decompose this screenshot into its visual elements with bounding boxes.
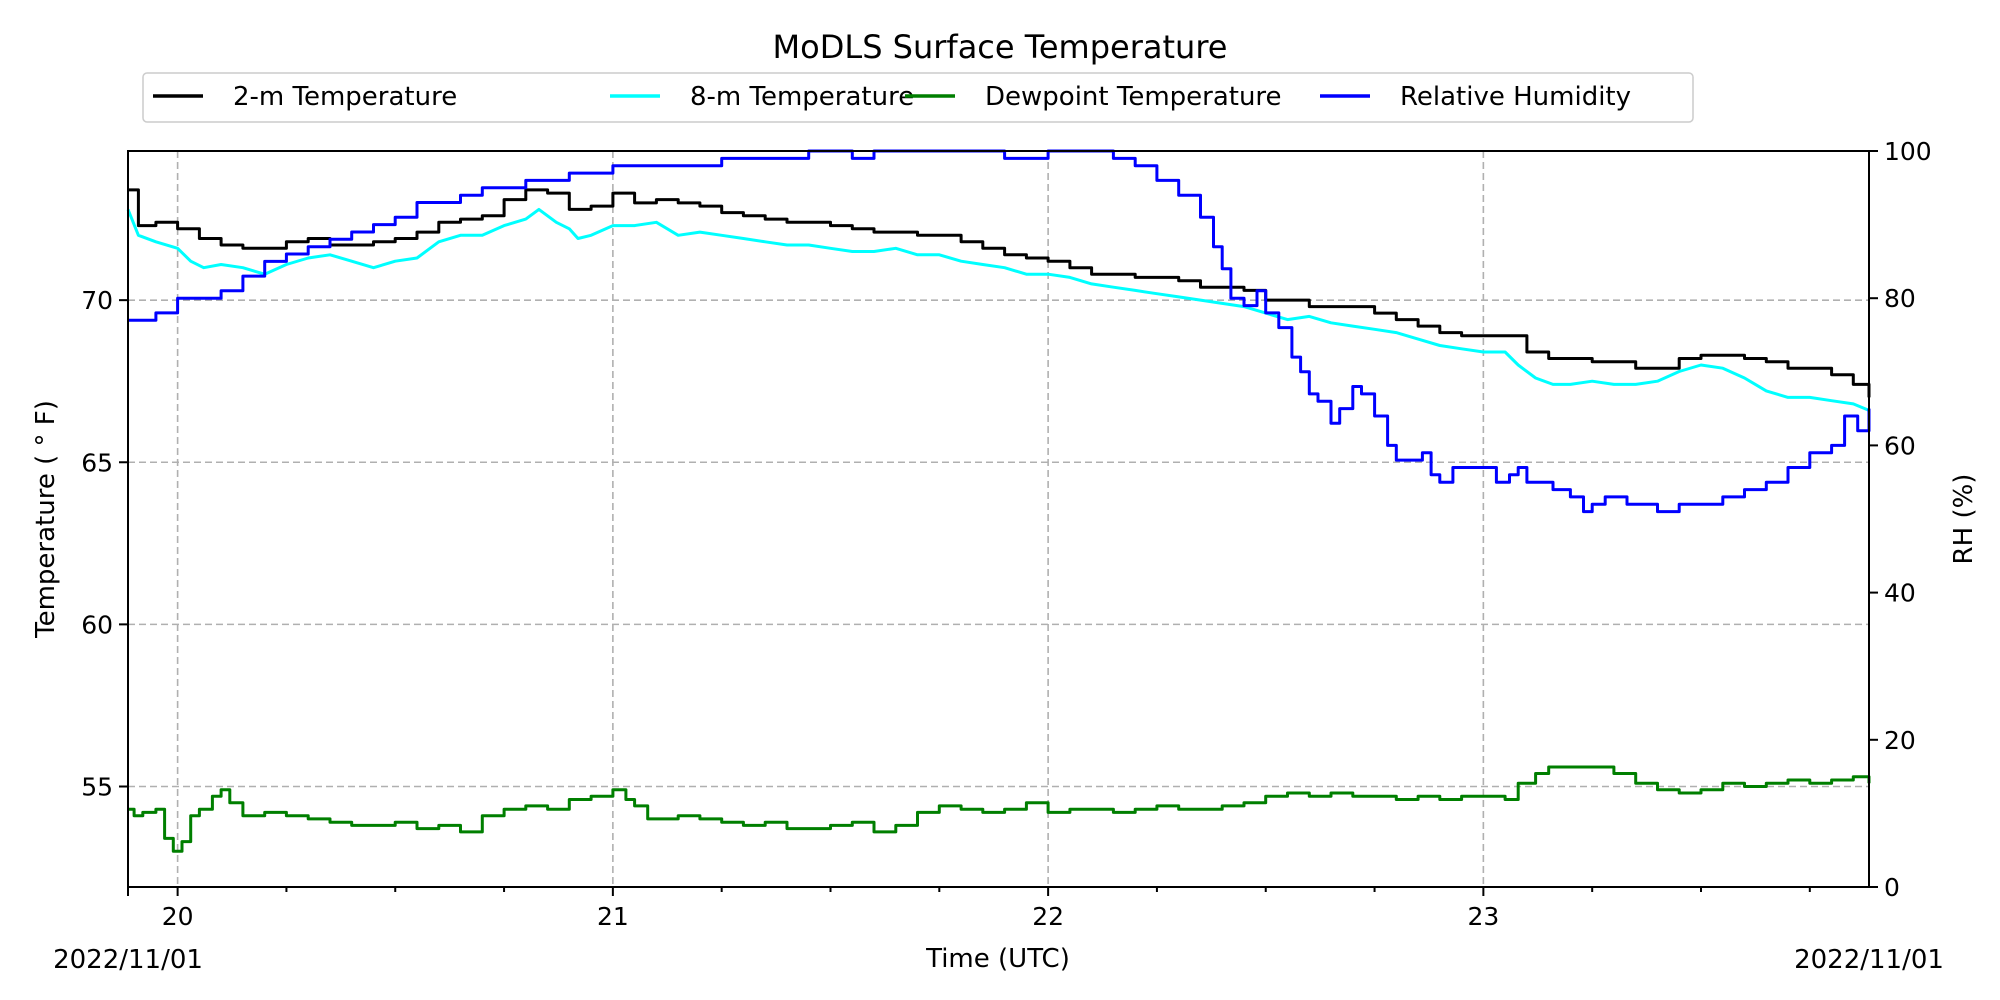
x-tick-label: 22	[1032, 902, 1064, 931]
series-line-dewpoint-temperature	[128, 765, 1871, 853]
y-tick-label-right: 20	[1884, 726, 1916, 755]
right-y-axis: 0 20 40 60 80 100	[1869, 137, 1932, 902]
y-axis-label-right: RH (%)	[1949, 474, 1979, 565]
x-axis: 20 21 22 23	[127, 887, 1811, 931]
x-axis-date-right: 2022/11/01	[1794, 945, 1944, 975]
y-tick-label-left: 70	[81, 286, 113, 315]
plot-frame	[127, 150, 1870, 888]
plot-area	[126, 149, 1871, 853]
legend: 2-m Temperature 8-m Temperature Dewpoint T…	[142, 72, 1694, 123]
x-axis-label: Time (UTC)	[925, 944, 1070, 974]
legend-label-2-m-temperature: 2-m Temperature	[233, 82, 457, 112]
series-line-relative-humidity	[128, 149, 1871, 514]
y-tick-label-right: 0	[1884, 873, 1900, 902]
y-tick-label-left: 60	[81, 610, 113, 639]
y-tick-label-right: 60	[1884, 431, 1916, 460]
y-tick-label-left: 55	[81, 772, 113, 801]
series-line-2-m-temperature	[128, 188, 1871, 398]
y-tick-label-left: 65	[81, 448, 113, 477]
left-y-axis: 55 60 65 70	[81, 286, 128, 801]
y-tick-label-right: 80	[1884, 284, 1916, 313]
y-tick-label-right: 40	[1884, 579, 1916, 608]
legend-label-dewpoint-temperature: Dewpoint Temperature	[985, 82, 1282, 112]
y-tick-label-right: 100	[1884, 137, 1932, 166]
grid	[128, 151, 1869, 887]
y-axis-label-left: Temperature ( ° F)	[31, 400, 61, 639]
x-tick-label: 21	[597, 902, 629, 931]
x-tick-label: 23	[1467, 902, 1499, 931]
x-tick-label: 20	[162, 902, 194, 931]
legend-label-8-m-temperature: 8-m Temperature	[690, 82, 914, 112]
series-line-8-m-temperature	[126, 207, 1870, 412]
x-axis-date-left: 2022/11/01	[53, 945, 203, 975]
legend-label-relative-humidity: Relative Humidity	[1400, 82, 1631, 112]
chart-title: MoDLS Surface Temperature	[773, 28, 1228, 66]
